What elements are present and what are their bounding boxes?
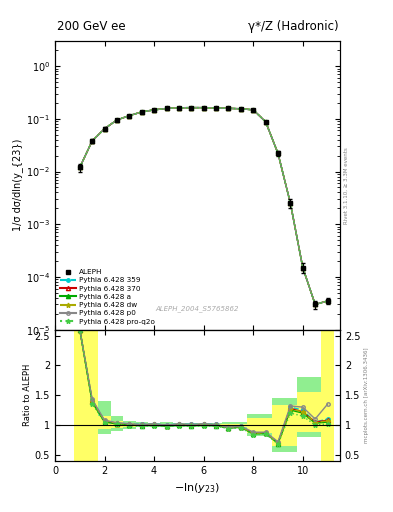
Text: γ*/Z (Hadronic): γ*/Z (Hadronic) bbox=[248, 20, 339, 33]
Y-axis label: Ratio to ALEPH: Ratio to ALEPH bbox=[23, 364, 32, 426]
Y-axis label: mcplots.cern.ch [arXiv:1306.3436]: mcplots.cern.ch [arXiv:1306.3436] bbox=[364, 347, 369, 443]
Y-axis label: 1/σ dσ/dln(y_{23}): 1/σ dσ/dln(y_{23}) bbox=[12, 139, 23, 231]
Text: ALEPH_2004_S5765862: ALEPH_2004_S5765862 bbox=[156, 306, 239, 312]
X-axis label: $-\ln(y_{23})$: $-\ln(y_{23})$ bbox=[174, 481, 220, 495]
Legend: ALEPH, Pythia 6.428 359, Pythia 6.428 370, Pythia 6.428 a, Pythia 6.428 dw, Pyth: ALEPH, Pythia 6.428 359, Pythia 6.428 37… bbox=[59, 268, 156, 326]
Text: 200 GeV ee: 200 GeV ee bbox=[57, 20, 126, 33]
Y-axis label: Rivet 3.1.10, ≥ 3.3M events: Rivet 3.1.10, ≥ 3.3M events bbox=[344, 147, 349, 224]
